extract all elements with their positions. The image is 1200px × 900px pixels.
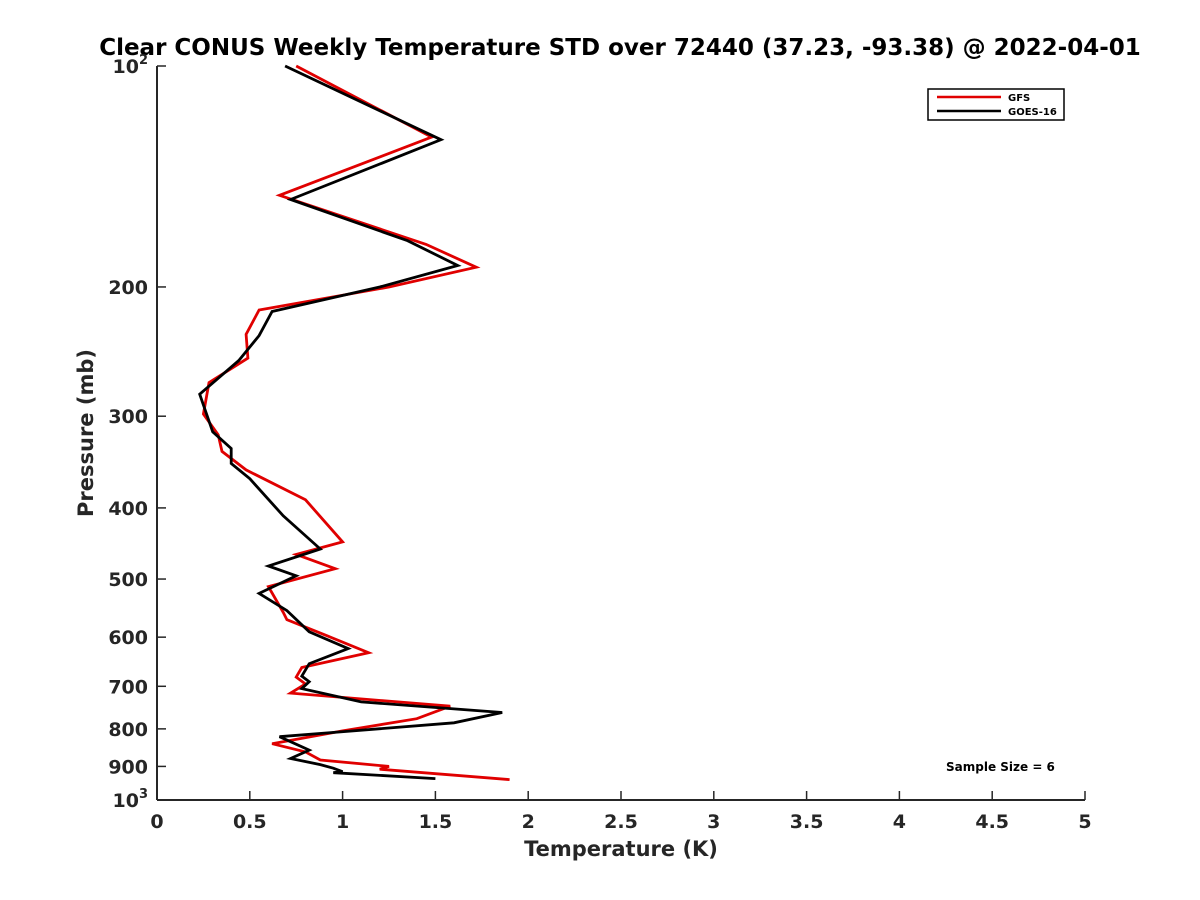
x-tick-label: 4 [893,811,906,833]
y-tick-label: 900 [108,756,148,778]
x-tick-label: 0.5 [233,811,267,833]
x-tick-label: 5 [1078,811,1091,833]
y-axis-label: Pressure (mb) [74,349,98,517]
series-line-goes-16 [198,64,503,780]
y-tick-label: 103 [113,787,149,812]
x-tick-label: 2 [522,811,535,833]
y-tick-label: 600 [108,627,148,649]
x-tick-label: 2.5 [604,811,638,833]
y-tick-label: 200 [108,277,148,299]
chart-title: Clear CONUS Weekly Temperature STD over … [99,35,1141,61]
x-tick-label: 1 [336,811,349,833]
y-tick-label: 800 [108,719,148,741]
sample-size-annotation: Sample Size = 6 [946,760,1055,774]
y-tick-label: 400 [108,498,148,520]
x-tick-label: 3 [707,811,720,833]
x-tick-label: 3.5 [790,811,824,833]
legend-box [927,88,1065,121]
y-ticks: 102 200 300 400 500 600 700 800 900 103 [108,53,166,812]
series-layer [198,64,510,781]
x-tick-label: 0 [150,811,163,833]
y-tick-label: 102 [113,53,149,78]
legend: GFS GOES-16 [927,88,1065,121]
x-axis-label: Temperature (K) [524,837,718,861]
y-tick-label: 300 [108,406,148,428]
x-tick-label: 1.5 [419,811,453,833]
x-tick-label: 4.5 [975,811,1009,833]
plot-area [157,66,1085,800]
y-tick-label: 700 [108,676,148,698]
legend-label-gfs: GFS [1008,93,1030,104]
legend-label-goes16: GOES-16 [1008,107,1057,118]
y-tick-label: 500 [108,569,148,591]
x-ticks: 0 0.5 1 1.5 2 2.5 3 3.5 4 4.5 5 [150,791,1092,833]
